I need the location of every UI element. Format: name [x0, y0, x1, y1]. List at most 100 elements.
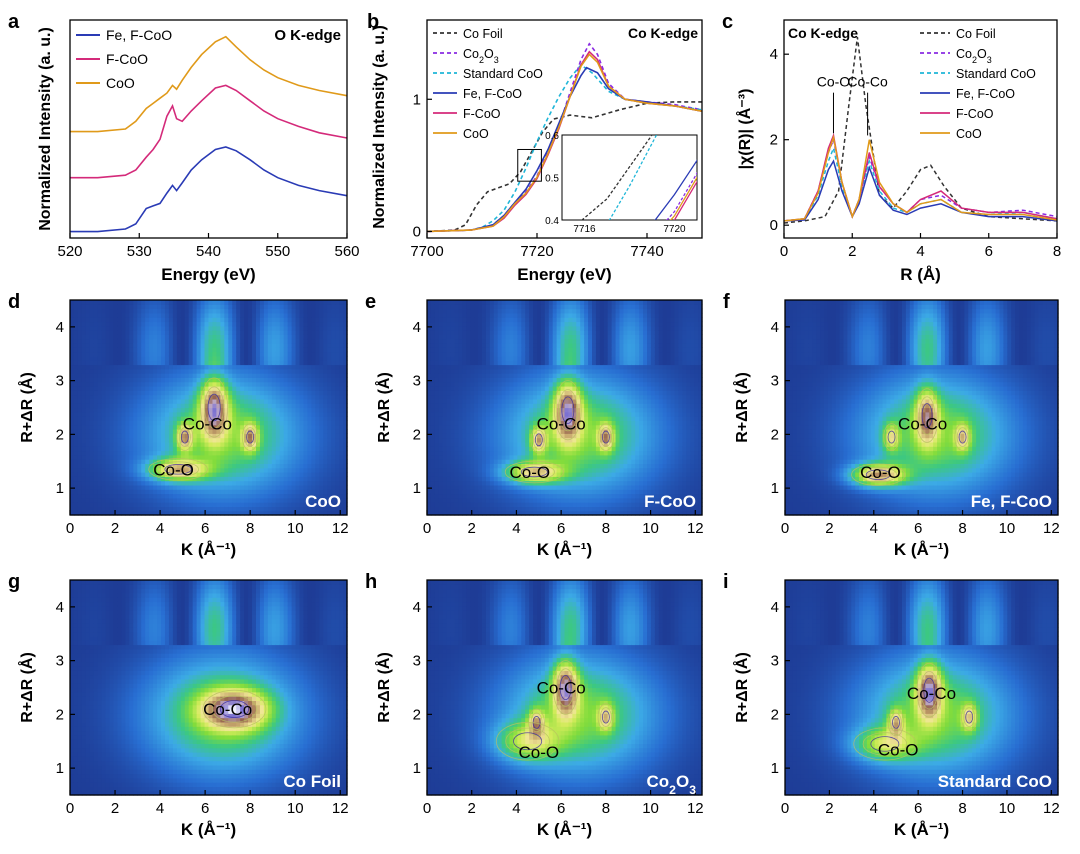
- heatmap-cell: [482, 493, 487, 499]
- heatmap-cell: [180, 506, 186, 512]
- heatmap-cell: [164, 429, 170, 434]
- heatmap-cell: [125, 446, 130, 452]
- heatmap-cell: [153, 308, 158, 314]
- heatmap-cell: [513, 343, 518, 348]
- heatmap-cell: [149, 420, 154, 426]
- heatmap-cell: [327, 476, 332, 482]
- heatmap-cell: [307, 398, 312, 404]
- heatmap-cell: [331, 304, 336, 310]
- heatmap-cell: [73, 304, 79, 310]
- heatmap-cell: [176, 480, 182, 486]
- heatmap-cell: [335, 377, 340, 383]
- heatmap-cell: [141, 484, 146, 490]
- heatmap-cell: [427, 390, 432, 396]
- heatmap-cell: [509, 321, 515, 327]
- heatmap-cell: [168, 403, 174, 409]
- heatmap-cell: [224, 459, 229, 464]
- heatmap-cell: [176, 398, 182, 404]
- heatmap-cell: [327, 480, 332, 486]
- heatmap-cell: [497, 407, 503, 413]
- heatmap-cell: [97, 459, 103, 464]
- heatmap-cell: [117, 403, 123, 409]
- heatmap-cell: [427, 386, 432, 391]
- heatmap-cell: [267, 325, 273, 331]
- heatmap-cell: [263, 437, 269, 443]
- heatmap-cell: [244, 334, 249, 340]
- heatmap-cell: [505, 355, 511, 361]
- heatmap-cell: [70, 300, 75, 305]
- heatmap-cell: [216, 407, 221, 413]
- heatmap-cell: [236, 467, 241, 473]
- heatmap-cell: [176, 450, 182, 456]
- heatmap-cell: [327, 472, 332, 477]
- heatmap-cell: [339, 467, 344, 473]
- heatmap-cell: [438, 312, 444, 318]
- heatmap-cell: [450, 334, 456, 340]
- heatmap-cell: [478, 446, 483, 452]
- heatmap-cell: [248, 398, 253, 404]
- heatmap-cell: [319, 459, 324, 464]
- heatmap-cell: [454, 407, 460, 413]
- heatmap-cell: [81, 394, 87, 400]
- heatmap-cell: [521, 454, 526, 460]
- heatmap-cell: [311, 450, 316, 456]
- heatmap-cell: [263, 433, 269, 439]
- heatmap-cell: [117, 398, 123, 404]
- heatmap-cell: [343, 343, 348, 348]
- heatmap-cell: [287, 441, 293, 447]
- heatmap-cell: [271, 459, 277, 464]
- heatmap-cell: [97, 420, 103, 426]
- heatmap-cell: [85, 502, 91, 507]
- heatmap-cell: [125, 454, 130, 460]
- heatmap-cell: [267, 364, 273, 370]
- heatmap-cell: [97, 497, 103, 503]
- heatmap-cell: [485, 312, 491, 318]
- heatmap-cell: [109, 429, 115, 434]
- heatmap-cell: [105, 300, 111, 305]
- heatmap-cell: [327, 321, 332, 327]
- heatmap-cell: [291, 338, 297, 344]
- heatmap-cell: [489, 506, 495, 512]
- heatmap-cell: [89, 450, 95, 456]
- heatmap-cell: [462, 368, 467, 374]
- heatmap-cell: [427, 351, 432, 357]
- heatmap-cell: [517, 407, 522, 413]
- legend-label: Fe, F-CoO: [956, 87, 1015, 101]
- heatmap-cell: [299, 450, 305, 456]
- heatmap-cell: [89, 480, 95, 486]
- heatmap-cell: [200, 411, 206, 417]
- heatmap-cell: [458, 312, 463, 318]
- heatmap-cell: [224, 411, 229, 417]
- heatmap-cell: [275, 377, 281, 383]
- heatmap-cell: [279, 484, 285, 490]
- heatmap-cell: [176, 381, 182, 387]
- heatmap-cell: [343, 506, 348, 512]
- heatmap-cell: [220, 459, 225, 464]
- heatmap-cell: [450, 398, 456, 404]
- heatmap-cell: [427, 411, 432, 417]
- heatmap-cell: [168, 416, 174, 421]
- heatmap-cell: [117, 463, 123, 469]
- heatmap-cell: [70, 386, 75, 391]
- heatmap-cell: [121, 411, 126, 417]
- heatmap-cell: [485, 467, 491, 473]
- heatmap-cell: [275, 368, 281, 374]
- contour-ring: [176, 423, 194, 451]
- heatmap-cell: [149, 386, 154, 391]
- heatmap-cell: [501, 300, 507, 305]
- heatmap-cell: [335, 493, 340, 499]
- heatmap-cell: [85, 381, 91, 387]
- heatmap-cell: [157, 394, 162, 400]
- heatmap-cell: [93, 463, 99, 469]
- heatmap-cell: [149, 355, 154, 361]
- heatmap-cell: [427, 463, 432, 469]
- heatmap-cell: [117, 416, 123, 421]
- heatmap-cell: [319, 424, 324, 430]
- heatmap-cell: [105, 506, 111, 512]
- heatmap-cell: [161, 304, 166, 310]
- heatmap-cell: [129, 429, 134, 434]
- heatmap-cell: [157, 497, 162, 503]
- heatmap-cell: [117, 360, 123, 366]
- heatmap-cell: [168, 360, 174, 366]
- heatmap-cell: [291, 437, 297, 443]
